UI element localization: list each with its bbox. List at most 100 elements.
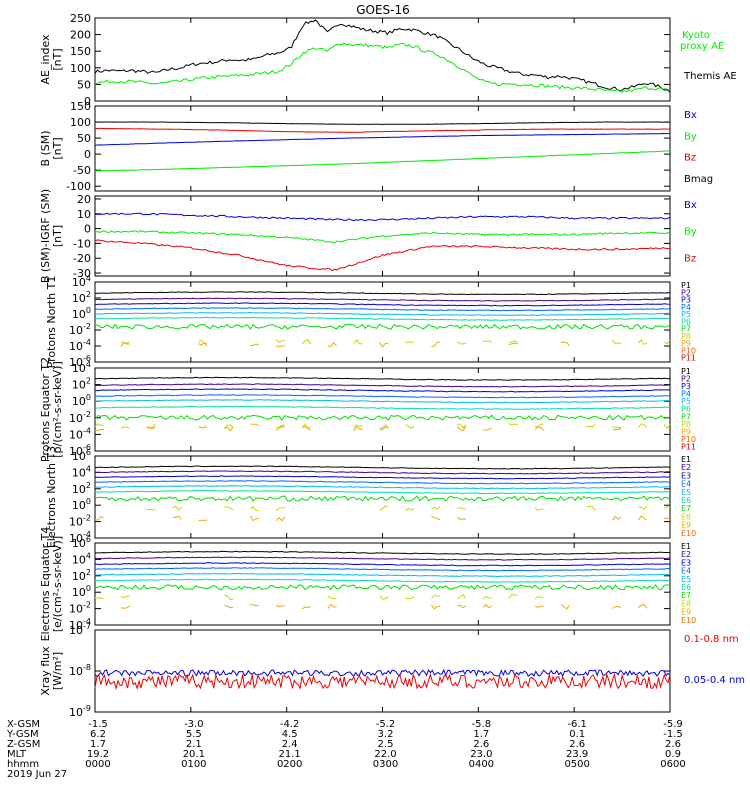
flux-segment	[172, 515, 182, 520]
flux-segment	[638, 604, 648, 609]
flux-segment	[405, 507, 415, 512]
flux-segment	[508, 594, 518, 599]
legend-entry: E10	[681, 616, 696, 625]
flux-line	[94, 302, 671, 307]
y-tick-label: 150	[70, 100, 91, 113]
x-column-value: -4.2	[280, 719, 300, 730]
legend-entry: E8	[681, 599, 691, 608]
legend-entry: P10	[681, 435, 696, 444]
x-row-label: MLT	[7, 749, 27, 760]
flux-segment	[534, 595, 544, 600]
flux-segment	[94, 423, 104, 427]
flux-segment	[534, 423, 544, 427]
x-column-value: -1.5	[88, 719, 108, 730]
legend-entry: E9	[681, 608, 691, 617]
series-line-bmag	[94, 121, 671, 125]
y-tick-label: 104	[72, 464, 91, 479]
y-tick-label: 50	[77, 132, 91, 145]
flux-segment	[431, 604, 441, 610]
series-line-bz	[94, 239, 670, 272]
flux-segment	[94, 597, 104, 600]
panel-bsm: 150 100 50 0 -50 -100 B (SM)[nT] Bx By Bz Bmag	[39, 100, 713, 193]
flux-segment	[431, 341, 441, 347]
legend-entry: E4	[681, 480, 691, 489]
flux-line	[94, 311, 670, 317]
flux-segment	[379, 426, 389, 431]
flux-segment	[379, 505, 389, 511]
legend-entry: By	[684, 131, 697, 142]
series-line-kyoto-proxy-ae	[94, 42, 671, 93]
y-tick-label: 50	[77, 78, 91, 91]
legend-entry: E9	[681, 521, 691, 530]
legend-entry: E3	[681, 558, 691, 567]
x-column-value: 0300	[373, 759, 398, 770]
panel-frame	[94, 17, 671, 102]
flux-segment	[560, 604, 570, 610]
y-tick-label: 104	[72, 274, 91, 289]
flux-segment	[483, 427, 492, 431]
flux-segment	[534, 507, 544, 511]
legend-entry: P1	[681, 281, 691, 290]
legend-entry: Themis AE	[683, 71, 737, 82]
legend-entry: P6	[681, 317, 691, 326]
legend-entry: E5	[681, 488, 691, 497]
x-column-value: 2.6	[665, 739, 681, 750]
flux-segment	[638, 339, 648, 345]
legend-entry: P2	[681, 375, 691, 384]
series-line-by	[94, 230, 671, 244]
flux-segment	[275, 507, 285, 512]
x-column-value: 2.5	[378, 739, 394, 750]
flux-line	[94, 291, 671, 296]
panel-xray: 10-7 10-8 10-9 Xray flux[W/m²] 0.1-0.8 nm 0.0…	[39, 622, 745, 719]
legend-entry: P5	[681, 310, 691, 319]
legend-entry: P3	[681, 296, 691, 305]
flux-segment	[120, 595, 130, 598]
flux-segment	[405, 340, 415, 344]
flux-segment	[483, 340, 492, 343]
flux-segment	[250, 423, 260, 427]
x-column-value: 23.0	[470, 749, 492, 760]
flux-line	[94, 578, 671, 583]
flux-segment	[663, 424, 671, 430]
flux-segment	[249, 515, 260, 522]
x-column-value: 23.9	[566, 749, 588, 760]
flux-segment	[560, 341, 570, 347]
y-tick-label: 10-4	[69, 617, 91, 632]
legend-entry: P10	[681, 346, 696, 355]
y-tick-label: 104	[72, 360, 91, 375]
flux-segment	[431, 594, 441, 599]
y-axis-label: B (SM)[nT]	[39, 130, 64, 166]
flux-segment	[534, 605, 544, 608]
flux-segment	[379, 424, 389, 429]
flux-segment	[301, 605, 311, 610]
flux-segment	[586, 424, 596, 428]
flux-segment	[457, 604, 467, 609]
y-tick-label: -10	[73, 237, 91, 250]
flux-line	[94, 399, 671, 404]
series-line-bx	[94, 212, 671, 222]
flux-segment	[534, 426, 544, 432]
x-column-value: -1.5	[663, 729, 683, 740]
flux-segment	[508, 342, 518, 346]
flux-segment	[612, 605, 622, 609]
flux-segment	[353, 424, 363, 429]
flux-segment	[94, 516, 104, 521]
y-tick-label: 100	[70, 62, 91, 75]
flux-line	[94, 376, 671, 381]
flux-segment	[431, 506, 441, 510]
flux-segment	[172, 505, 182, 511]
flux-line	[94, 405, 671, 410]
y-tick-label: 102	[72, 290, 91, 305]
y-tick-label: 0	[84, 95, 91, 108]
x-column-value: -5.9	[663, 719, 683, 730]
y-tick-label: 106	[72, 448, 91, 463]
flux-segment	[638, 423, 648, 429]
x-column-value: 5.5	[186, 729, 202, 740]
y-tick-label: 100	[72, 306, 91, 321]
y-tick-label: 10-2	[69, 322, 91, 337]
y-tick-label: 100	[70, 116, 91, 129]
